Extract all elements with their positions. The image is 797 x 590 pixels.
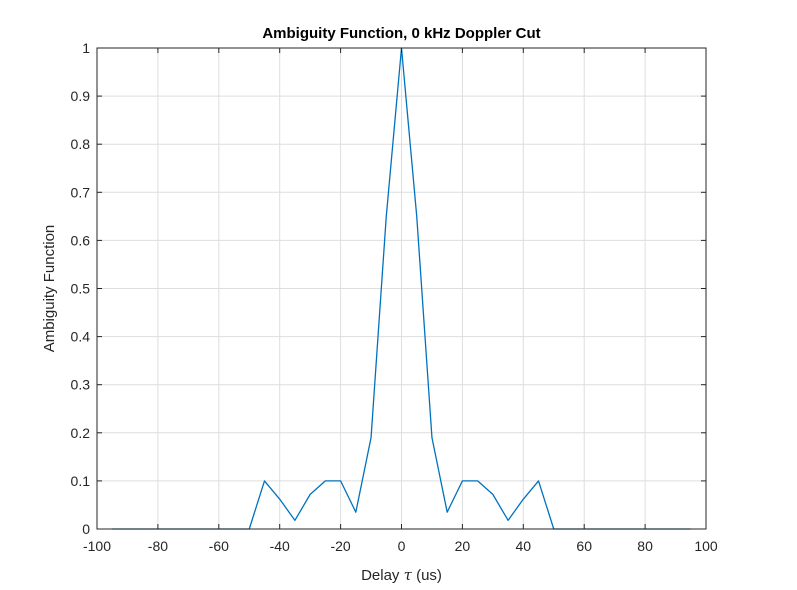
x-tick-label: 60 bbox=[576, 538, 592, 554]
y-tick-label: 0.1 bbox=[71, 473, 91, 489]
x-tick-label: -80 bbox=[148, 538, 168, 554]
ticks: -100 -80 -60 -40 -20 0 20 40 60 80 100 0 0.1 0.2 0.3 0.… bbox=[71, 40, 718, 554]
x-tick-label: -20 bbox=[330, 538, 350, 554]
y-tick-label: 1 bbox=[82, 40, 90, 56]
y-axis-label: Ambiguity Function bbox=[41, 225, 58, 353]
y-tick-label: 0.9 bbox=[71, 88, 91, 104]
x-tick-label: 100 bbox=[694, 538, 718, 554]
x-tick-label: 0 bbox=[398, 538, 406, 554]
y-tick-label: 0.8 bbox=[71, 136, 91, 152]
y-tick-label: 0.6 bbox=[71, 232, 91, 248]
x-axis-label-symbol: τ bbox=[404, 566, 413, 584]
x-tick-label: 20 bbox=[455, 538, 471, 554]
x-tick-label: -60 bbox=[209, 538, 229, 554]
y-tick-label: 0.5 bbox=[71, 281, 91, 297]
x-axis-label-prefix: Delay bbox=[361, 567, 404, 584]
y-tick-label: 0.3 bbox=[71, 377, 91, 393]
y-tick-label: 0.4 bbox=[71, 329, 91, 345]
y-tick-label: 0.7 bbox=[71, 184, 91, 200]
x-axis-label: Delay τ (us) bbox=[361, 566, 442, 584]
x-tick-label: -100 bbox=[83, 538, 111, 554]
x-tick-label: 80 bbox=[637, 538, 653, 554]
y-tick-label: 0 bbox=[82, 521, 90, 537]
x-tick-label: 40 bbox=[516, 538, 532, 554]
x-tick-label: -40 bbox=[270, 538, 290, 554]
x-axis-label-suffix: (us) bbox=[412, 567, 442, 584]
chart-title: Ambiguity Function, 0 kHz Doppler Cut bbox=[262, 25, 540, 42]
y-tick-label: 0.2 bbox=[71, 425, 91, 441]
